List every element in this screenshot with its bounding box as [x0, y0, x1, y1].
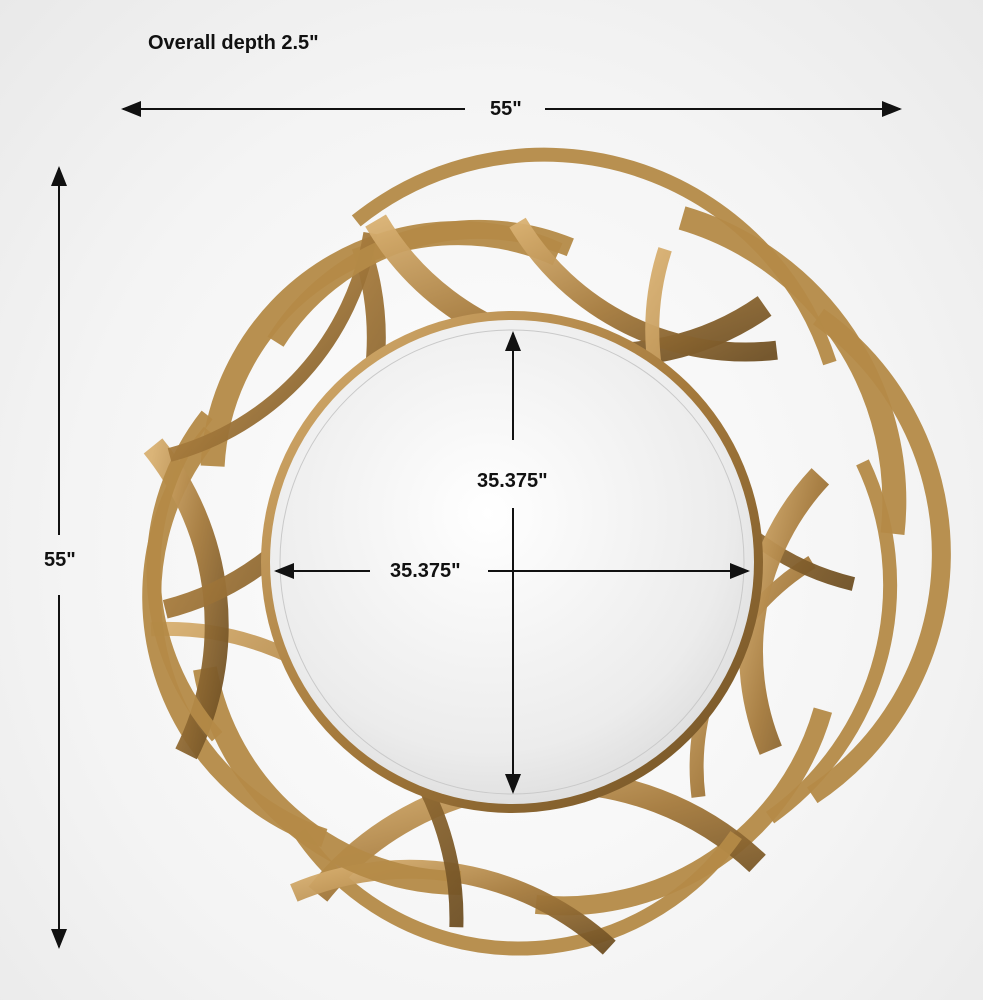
mirror-height-label: 35.375"	[477, 470, 548, 492]
ribbon	[293, 828, 742, 956]
ribbon	[167, 231, 378, 462]
ribbon	[766, 459, 898, 824]
overall-width-label: 55"	[490, 98, 522, 120]
ribbon	[738, 468, 830, 755]
ribbon-frame	[142, 147, 951, 956]
ribbon	[509, 217, 778, 362]
ribbon	[806, 308, 951, 804]
mirror-width-label: 35.375"	[390, 560, 461, 582]
mirror-bevel	[279, 329, 745, 795]
overall-height-label: 55"	[44, 549, 76, 571]
overall-depth-label: Overall depth 2.5"	[148, 32, 319, 54]
